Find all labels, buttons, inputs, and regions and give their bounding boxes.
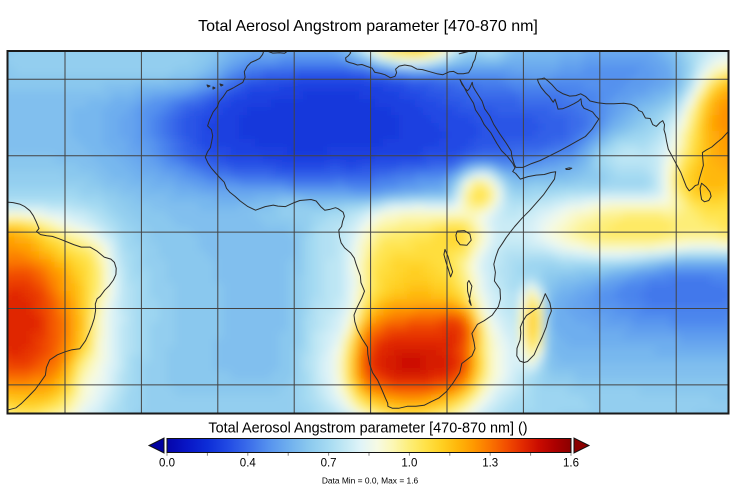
svg-text:0.4: 0.4 [240,458,257,470]
svg-text:Data Min = 0.0, Max = 1.6: Data Min = 0.0, Max = 1.6 [322,476,419,486]
svg-text:Total Aerosol Angstrom paramet: Total Aerosol Angstrom parameter [470-87… [208,421,527,437]
svg-text:1.6: 1.6 [563,458,579,470]
svg-text:Total Aerosol Angstrom paramet: Total Aerosol Angstrom parameter [470-87… [198,18,538,35]
svg-text:0.0: 0.0 [159,458,175,470]
svg-text:1.0: 1.0 [401,458,417,470]
svg-text:0.7: 0.7 [321,458,337,470]
svg-text:1.3: 1.3 [482,458,498,470]
